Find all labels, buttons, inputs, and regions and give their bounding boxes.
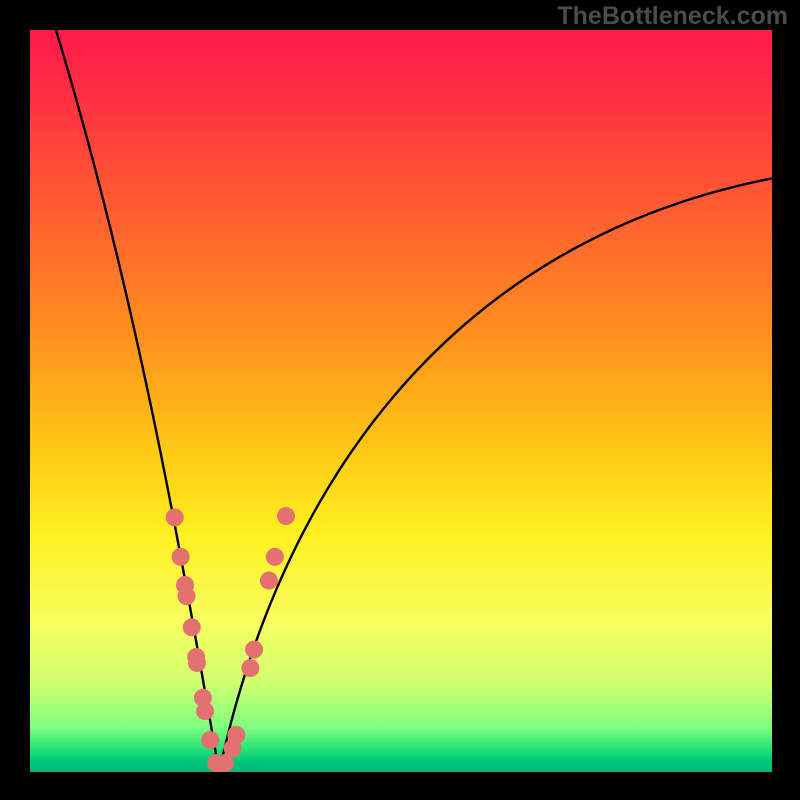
data-marker: [188, 654, 206, 672]
data-marker: [178, 587, 196, 605]
data-marker: [241, 659, 259, 677]
chart-container: TheBottleneck.com: [0, 0, 800, 800]
data-marker: [166, 508, 184, 526]
data-marker: [201, 731, 219, 749]
data-marker: [227, 726, 245, 744]
plot-area: [30, 30, 772, 772]
data-marker: [260, 572, 278, 590]
data-marker: [245, 641, 263, 659]
gradient-background: [30, 30, 772, 772]
watermark-text: TheBottleneck.com: [557, 2, 788, 31]
data-marker: [266, 548, 284, 566]
data-marker: [277, 507, 295, 525]
data-marker: [183, 618, 201, 636]
data-marker: [172, 548, 190, 566]
data-marker: [196, 702, 214, 720]
